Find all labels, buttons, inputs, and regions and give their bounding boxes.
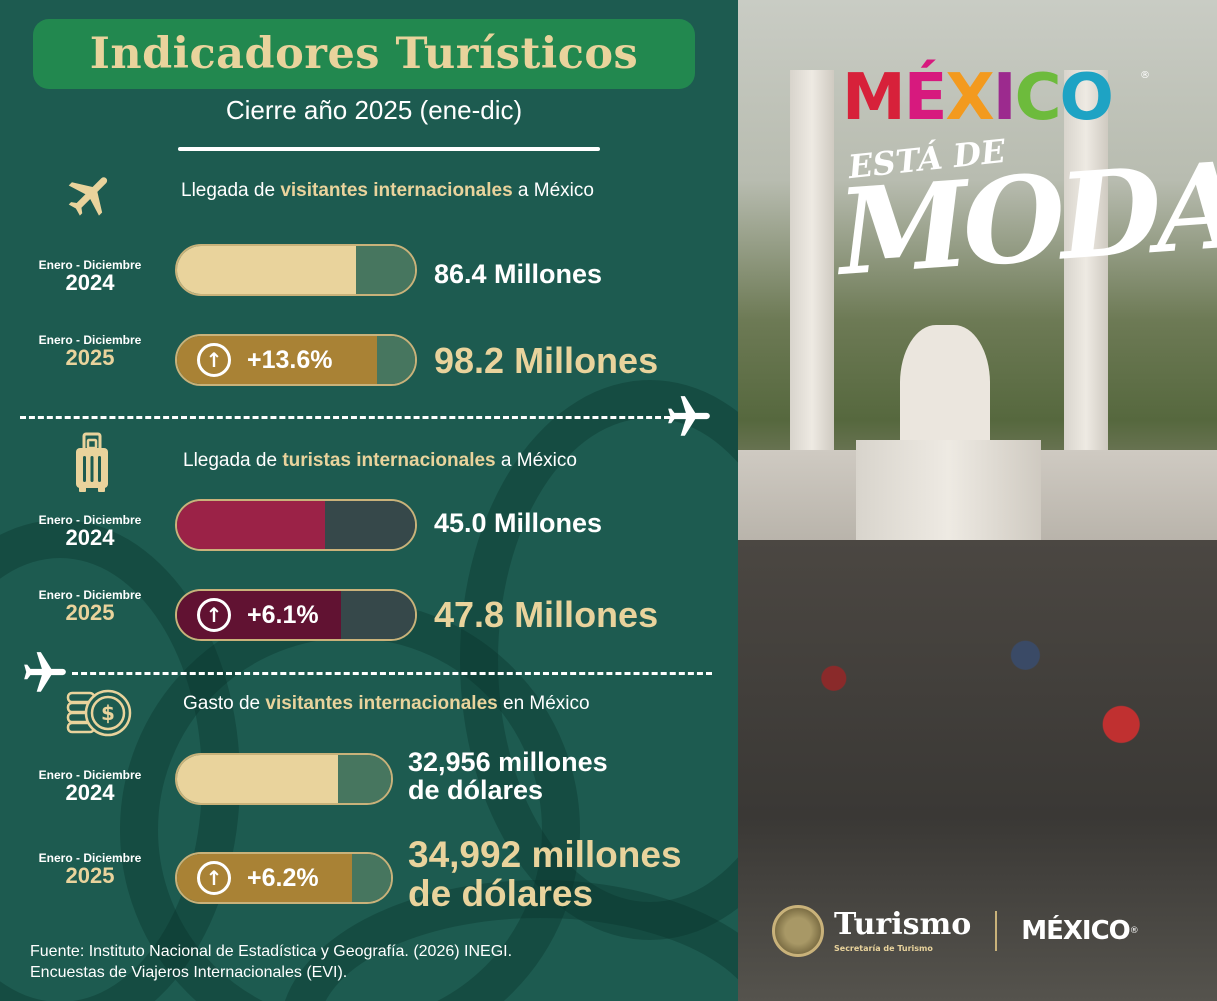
logo-divider — [995, 911, 998, 951]
dashed-divider — [20, 416, 670, 419]
progress-bar-2024 — [175, 499, 417, 551]
bar-fill — [177, 246, 356, 294]
value-2025: 98.2 Millones — [434, 340, 659, 381]
value-2025: 47.8 Millones — [434, 594, 659, 635]
tagline-big: MODA — [833, 135, 1217, 302]
bar-remainder — [337, 755, 391, 803]
source-footnote: Fuente: Instituto Nacional de Estadístic… — [30, 943, 513, 981]
mexico-brand-logo-small: MÉXICO — [1021, 916, 1131, 946]
value-2025: 34,992 millones de dólares — [408, 834, 682, 914]
bar-remainder — [352, 854, 391, 902]
period-2024: Enero - Diciembre 2024 — [38, 513, 142, 550]
ministry-logo: Turismo Secretaría de Turismo — [834, 906, 972, 953]
arrow-up-icon: ↑ — [197, 861, 231, 895]
svg-text:$: $ — [101, 701, 115, 725]
arrow-up-icon: ↑ — [197, 598, 231, 632]
title-banner: Indicadores Turísticos — [33, 19, 695, 89]
bar-fill — [177, 501, 325, 549]
value-2024: 86.4 Millones — [434, 259, 603, 289]
value-2024: 45.0 Millones — [434, 508, 603, 538]
suitcase-icon — [76, 432, 108, 492]
arrow-up-icon: ↑ — [197, 343, 231, 377]
bar-remainder — [324, 501, 415, 549]
progress-bar-2025: ↑ +13.6% — [175, 334, 417, 386]
page-title: Indicadores Turísticos — [89, 29, 639, 79]
dashed-divider — [72, 672, 712, 675]
period-2024: Enero - Diciembre 2024 — [38, 258, 142, 295]
registered-mark: ® — [1129, 926, 1139, 936]
coins-dollar-icon: $ — [66, 689, 132, 737]
page-subtitle: Cierre año 2025 (ene-dic) — [225, 95, 523, 125]
period-2025: Enero - Diciembre 2025 — [38, 333, 142, 370]
bar-fill — [177, 755, 338, 803]
bar-fill: ↑ +6.1% — [177, 591, 342, 639]
airplane-icon — [68, 177, 108, 216]
airplane-icon — [24, 652, 66, 692]
bar-fill: ↑ +6.2% — [177, 854, 353, 902]
progress-bar-2024 — [175, 753, 393, 805]
national-seal-icon — [772, 905, 824, 957]
airplane-icon — [668, 396, 710, 436]
bar-fill: ↑ +13.6% — [177, 336, 377, 384]
bar-remainder — [355, 246, 415, 294]
progress-bar-2025: ↑ +6.1% — [175, 589, 417, 641]
section-title-tourists: Llegada de turistas internacionales a Mé… — [183, 450, 577, 471]
mexico-brand-logo: MÉXICO — [842, 61, 1114, 135]
monument-base — [856, 440, 1041, 540]
section-title-spending: Gasto de visitantes internacionales en M… — [183, 693, 590, 714]
progress-bar-2024 — [175, 244, 417, 296]
bar-remainder — [376, 336, 415, 384]
registered-mark: ® — [1140, 70, 1150, 81]
value-2024: 32,956 millones de dólares — [408, 747, 608, 806]
progress-bar-2025: ↑ +6.2% — [175, 852, 393, 904]
period-2025: Enero - Diciembre 2025 — [38, 851, 142, 888]
period-2024: Enero - Diciembre 2024 — [38, 768, 142, 805]
footer-logos: Turismo Secretaría de Turismo MÉXICO ® — [772, 905, 1139, 957]
section-title-visitors: Llegada de visitantes internacionales a … — [181, 180, 594, 201]
infographic-panel: Indicadores Turísticos Cierre año 2025 (… — [0, 19, 738, 1001]
period-2025: Enero - Diciembre 2025 — [38, 588, 142, 625]
bar-remainder — [341, 591, 415, 639]
promo-photo: MÉXICO ® ESTÁ DE MODA Turismo Secretaría… — [738, 0, 1217, 1001]
subtitle-underline — [178, 147, 600, 151]
